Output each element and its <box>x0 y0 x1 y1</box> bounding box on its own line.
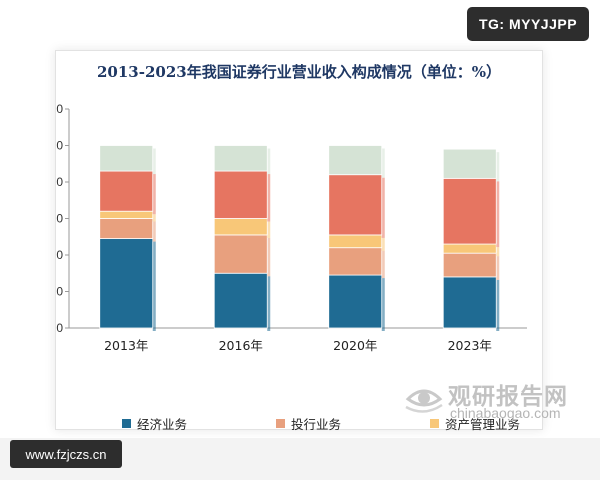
bar-depth <box>496 247 500 257</box>
bar-depth <box>381 237 385 251</box>
bar-segment-5 <box>328 145 383 176</box>
watermark-logo: 观研报告网 chinabaogao.com <box>404 377 576 421</box>
bar-depth <box>152 221 156 242</box>
legend-item: 资产管理业务 <box>430 414 520 433</box>
legend-item: 投行业务 <box>276 414 341 433</box>
bar-depth <box>381 177 385 238</box>
y-tick-label: 80 <box>56 175 63 189</box>
bar-segment-4 <box>99 170 154 212</box>
bar-depth <box>267 237 271 277</box>
y-tick-label: 100 <box>56 139 63 153</box>
bar-depth <box>267 276 271 331</box>
site-url-badge: www.fzjczs.cn <box>10 440 122 468</box>
bar-segment-3 <box>213 218 268 236</box>
bar-segment-5 <box>213 145 268 172</box>
bar-depth <box>496 279 500 331</box>
legend-label: 投行业务 <box>291 417 342 432</box>
bar-depth <box>381 278 385 331</box>
bar-segment-2 <box>328 247 383 276</box>
bar-depth <box>496 256 500 280</box>
y-tick-label: 20 <box>56 285 63 299</box>
bar-depth <box>267 221 271 238</box>
bar-segment-1 <box>442 276 497 329</box>
bar-segment-3 <box>442 243 497 254</box>
bar-depth <box>152 241 156 331</box>
y-tick-label: 60 <box>56 212 63 226</box>
eye-logo-icon <box>405 389 443 413</box>
bar-depth <box>267 174 271 222</box>
bar-segment-4 <box>442 177 497 245</box>
bar-segment-2 <box>213 234 268 274</box>
bar-depth <box>381 148 385 178</box>
legend-swatch <box>430 419 439 428</box>
bar-depth <box>152 174 156 215</box>
stacked-bar-chart: 0 20 40 60 80 100 120 2013年 2016年 2020年 2023年 <box>56 102 527 353</box>
chart-title: 2013-2023年我国证券行业营业收入构成情况（单位：%） <box>97 63 501 81</box>
legend-swatch <box>276 419 285 428</box>
x-tick-label: 2016年 <box>219 338 263 353</box>
bar-segment-3 <box>99 210 154 219</box>
bar-segment-2 <box>99 218 154 239</box>
legend-swatch <box>122 419 131 428</box>
bar-depth <box>496 152 500 182</box>
bar-segment-4 <box>213 170 268 219</box>
tg-badge: TG: MYYJJPP <box>467 7 589 41</box>
y-tick-label: 120 <box>56 102 63 116</box>
x-tick-label: 2013年 <box>104 338 148 353</box>
bar-segment-2 <box>442 252 497 278</box>
watermark-name: 观研报告网 <box>448 384 568 410</box>
bar-segment-5 <box>99 145 154 172</box>
watermark-domain: chinabaogao.com <box>450 405 561 421</box>
legend-item: 经济业务 <box>122 414 187 433</box>
bar-segment-3 <box>328 234 383 249</box>
bar-depth <box>496 181 500 248</box>
y-tick-label: 40 <box>56 248 63 262</box>
bar-segment-4 <box>328 174 383 236</box>
bar-depth <box>152 148 156 175</box>
bar-segment-5 <box>442 148 497 179</box>
legend-label: 资产管理业务 <box>445 417 521 432</box>
chart-panel: 2013-2023年我国证券行业营业收入构成情况（单位：%） 0 20 40 60 80… <box>55 50 543 456</box>
bar-segment-1 <box>328 274 383 329</box>
bar-segment-1 <box>99 238 154 329</box>
x-tick-label: 2020年 <box>333 338 377 353</box>
y-tick-label: 0 <box>56 321 63 335</box>
legend-label: 经济业务 <box>137 417 188 432</box>
bar-depth <box>381 250 385 279</box>
bar-depth <box>152 214 156 222</box>
bar-depth <box>267 148 271 175</box>
x-tick-label: 2023年 <box>448 338 492 353</box>
bar-segment-1 <box>213 272 268 329</box>
